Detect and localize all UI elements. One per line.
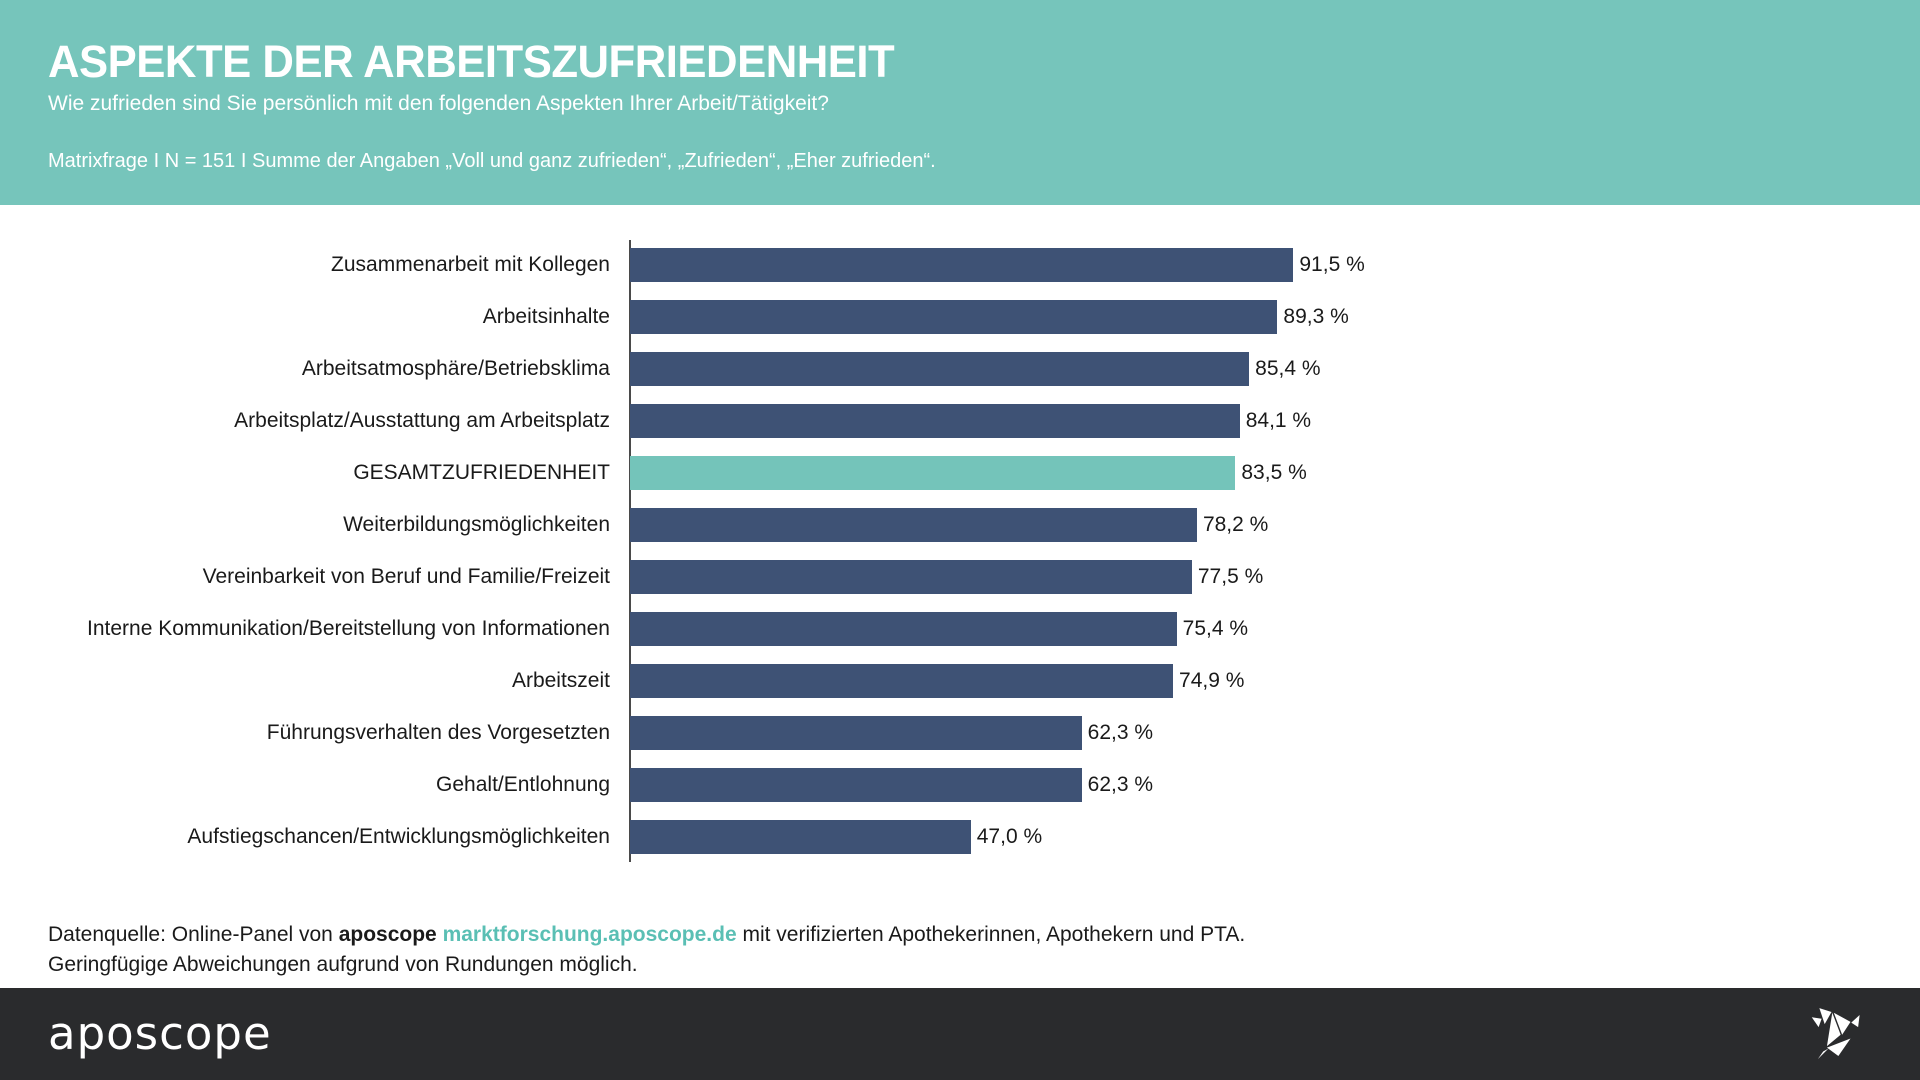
bar-value-label: 83,5 % bbox=[1241, 461, 1307, 484]
bar bbox=[630, 820, 971, 854]
bar-value-label: 77,5 % bbox=[1197, 565, 1264, 588]
bar-row: Gehalt/Entlohnung 62,3 % bbox=[0, 768, 1920, 802]
header: ASPEKTE DER ARBEITSZUFRIEDENHEIT Wie zuf… bbox=[0, 0, 1920, 205]
bar-label: Gehalt/Entlohnung bbox=[436, 773, 610, 796]
source-line-2: Geringfügige Abweichungen aufgrund von R… bbox=[48, 953, 638, 976]
bar-row: Arbeitsplatz/Ausstattung am Arbeitsplatz… bbox=[0, 404, 1920, 438]
bar-label: Interne Kommunikation/Bereitstellung von… bbox=[87, 617, 610, 640]
bar-value-label: 91,5 % bbox=[1299, 253, 1365, 276]
bar bbox=[630, 612, 1177, 646]
bar-label: Weiterbildungsmöglichkeiten bbox=[343, 513, 610, 536]
footer-bar: aposcope bbox=[0, 988, 1920, 1080]
bar bbox=[630, 456, 1236, 490]
bar-row: Zusammenarbeit mit Kollegen 91,5 % bbox=[0, 248, 1920, 282]
bar bbox=[630, 300, 1278, 334]
bar-label: Arbeitszeit bbox=[511, 669, 610, 692]
bar bbox=[630, 560, 1192, 594]
chart-subtitle: Wie zufrieden sind Sie persönlich mit de… bbox=[48, 92, 829, 115]
bar-row: Aufstiegschancen/Entwicklungsmöglichkeit… bbox=[0, 820, 1920, 854]
bar-value-label: 47,0 % bbox=[976, 825, 1043, 848]
bar-row: Weiterbildungsmöglichkeiten 78,2 % bbox=[0, 508, 1920, 542]
bar-value-label: 78,2 % bbox=[1202, 513, 1269, 536]
bar-label: Führungsverhalten des Vorgesetzten bbox=[266, 721, 610, 744]
source-text-suffix: mit verifizierten Apothekerinnen, Apothe… bbox=[736, 923, 1246, 946]
brand-name: aposcope bbox=[338, 923, 437, 946]
bar-row: Interne Kommunikation/Bereitstellung von… bbox=[0, 612, 1920, 646]
source-text: Datenquelle: Online-Panel von bbox=[48, 923, 339, 946]
bar-row: Arbeitsinhalte 89,3 % bbox=[0, 300, 1920, 334]
bar-value-label: 85,4 % bbox=[1255, 357, 1321, 380]
source-note: Datenquelle: Online-Panel von aposcope m… bbox=[48, 920, 1245, 980]
bar-value-label: 62,3 % bbox=[1087, 773, 1154, 796]
bar bbox=[630, 248, 1294, 282]
bar bbox=[630, 352, 1250, 386]
methodology-note: Matrixfrage I N = 151 I Summe der Angabe… bbox=[48, 150, 936, 172]
bar-row: GESAMTZUFRIEDENHEIT 83,5 % bbox=[0, 456, 1920, 490]
bar-value-label: 84,1 % bbox=[1245, 409, 1312, 432]
bar bbox=[630, 508, 1197, 542]
bar-value-label: 74,9 % bbox=[1179, 669, 1245, 692]
bar-value-label: 62,3 % bbox=[1087, 721, 1154, 744]
bar-label: Arbeitsatmosphäre/Betriebsklima bbox=[301, 357, 610, 380]
origami-bird-icon bbox=[1811, 1008, 1860, 1060]
bar-label: Arbeitsinhalte bbox=[482, 305, 610, 328]
bar-value-label: 89,3 % bbox=[1283, 305, 1349, 328]
aposcope-logo: aposcope bbox=[48, 1007, 272, 1060]
bar-label: Vereinbarkeit von Beruf und Familie/Frei… bbox=[202, 565, 610, 588]
bar bbox=[630, 664, 1174, 698]
bar-label: Zusammenarbeit mit Kollegen bbox=[331, 253, 610, 276]
bar-row: Führungsverhalten des Vorgesetzten 62,3 … bbox=[0, 716, 1920, 750]
source-line-1: Datenquelle: Online-Panel von aposcope m… bbox=[48, 920, 1245, 950]
bar-label: Arbeitsplatz/Ausstattung am Arbeitsplatz bbox=[234, 409, 610, 432]
bar-label: Aufstiegschancen/Entwicklungsmöglichkeit… bbox=[187, 825, 610, 848]
page-title: ASPEKTE DER ARBEITSZUFRIEDENHEIT bbox=[48, 36, 895, 87]
bar bbox=[630, 716, 1082, 750]
bar-value-label: 75,4 % bbox=[1182, 617, 1249, 640]
bar bbox=[630, 768, 1082, 802]
bar bbox=[630, 404, 1240, 438]
bar-row: Vereinbarkeit von Beruf und Familie/Frei… bbox=[0, 560, 1920, 594]
bar-row: Arbeitsatmosphäre/Betriebsklima 85,4 % bbox=[0, 352, 1920, 386]
y-axis-line bbox=[629, 240, 631, 862]
source-link[interactable]: marktforschung.aposcope.de bbox=[442, 923, 737, 946]
bar-row: Arbeitszeit 74,9 % bbox=[0, 664, 1920, 698]
bar-label: GESAMTZUFRIEDENHEIT bbox=[353, 461, 610, 484]
